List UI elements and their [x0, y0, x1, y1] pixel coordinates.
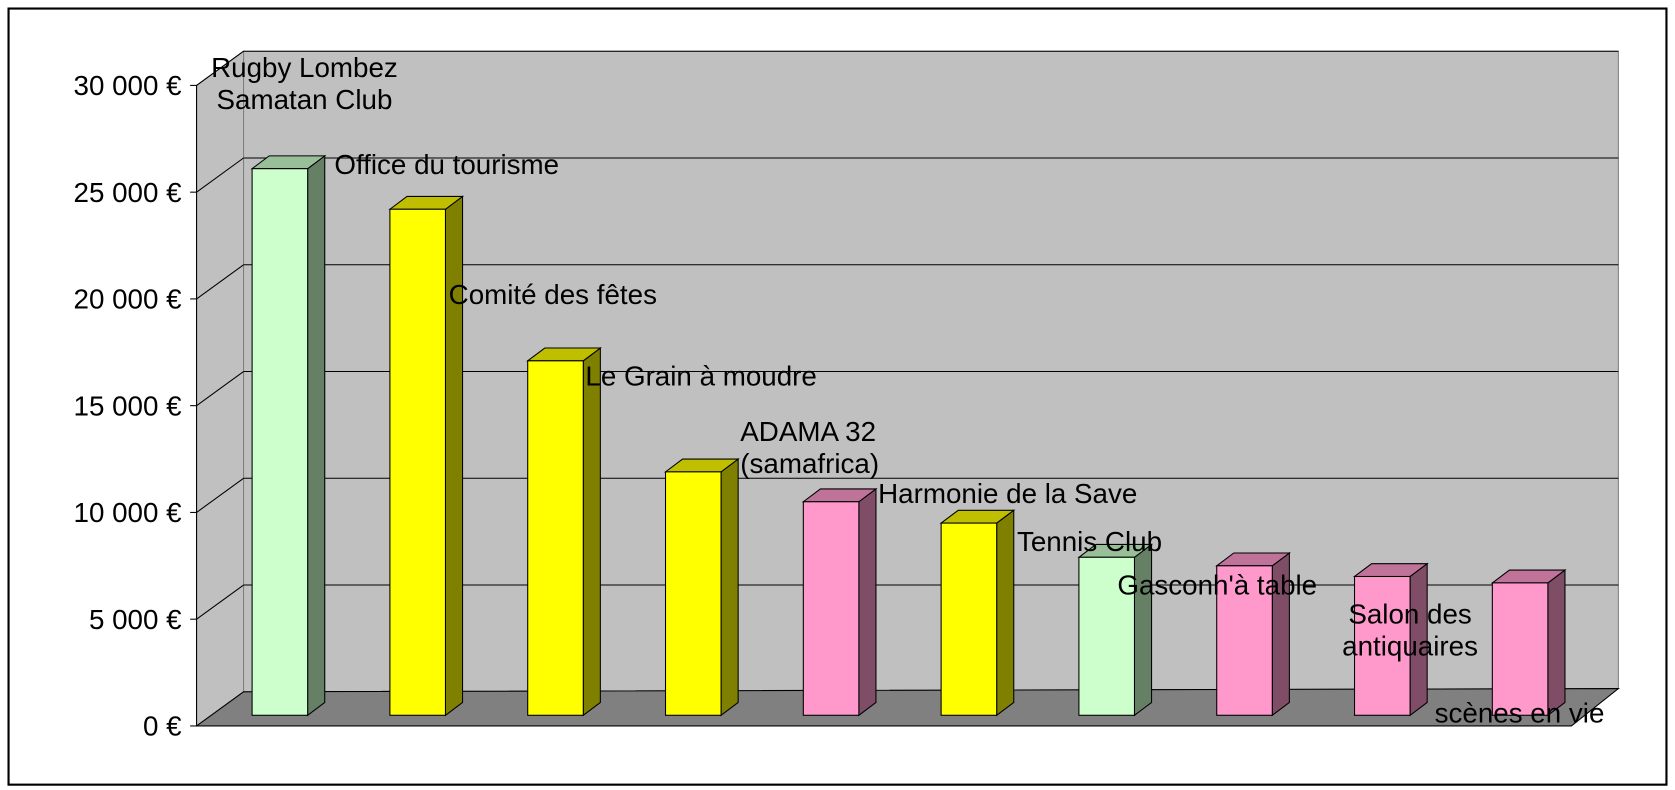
bar-side	[582, 346, 601, 717]
data-label: Le Grain à moudre	[585, 360, 816, 391]
data-label: antiquaires	[1342, 630, 1478, 661]
bar	[664, 471, 722, 716]
bar	[1491, 582, 1549, 716]
y-tick-label: 10 000 €	[74, 497, 183, 528]
bar-side	[307, 154, 326, 717]
y-tick-label: 20 000 €	[74, 284, 183, 315]
grid-line	[196, 157, 244, 193]
bar	[940, 522, 998, 716]
data-label: ADAMA 32	[740, 416, 876, 447]
data-label: Salon des	[1348, 598, 1471, 629]
bar-side	[858, 487, 877, 717]
data-label: Samatan Club	[216, 84, 392, 115]
bar-side	[1547, 569, 1566, 717]
y-tick-label: 5 000 €	[89, 604, 182, 635]
grid-line	[196, 264, 244, 300]
y-tick-label: 30 000 €	[74, 70, 183, 101]
bar-side	[996, 509, 1015, 717]
bar	[251, 168, 309, 716]
y-tick-label: 15 000 €	[74, 390, 183, 421]
grid-line	[196, 50, 244, 86]
bar	[1078, 556, 1136, 716]
bar-side	[444, 195, 464, 717]
grid-line	[196, 477, 244, 513]
bar	[1216, 565, 1273, 716]
bar	[527, 360, 584, 716]
data-label: Office du tourisme	[334, 149, 559, 180]
data-label: Rugby Lombez	[211, 52, 398, 83]
bar-side	[720, 457, 739, 717]
data-label: scènes en vie	[1435, 698, 1605, 729]
grid-line	[196, 584, 244, 620]
data-label: Harmonie de la Save	[878, 478, 1137, 509]
data-label: Gasconh'à table	[1117, 570, 1317, 601]
grid-line	[196, 371, 244, 407]
y-tick-label: 25 000 €	[74, 177, 183, 208]
bar	[389, 208, 446, 716]
y-tick-label: 0 €	[143, 711, 182, 742]
bar	[802, 501, 860, 716]
bar	[1353, 575, 1411, 716]
data-label: Tennis Club	[1017, 526, 1162, 557]
data-label: Comité des fêtes	[449, 279, 657, 310]
data-label: (samafrica)	[740, 448, 879, 479]
